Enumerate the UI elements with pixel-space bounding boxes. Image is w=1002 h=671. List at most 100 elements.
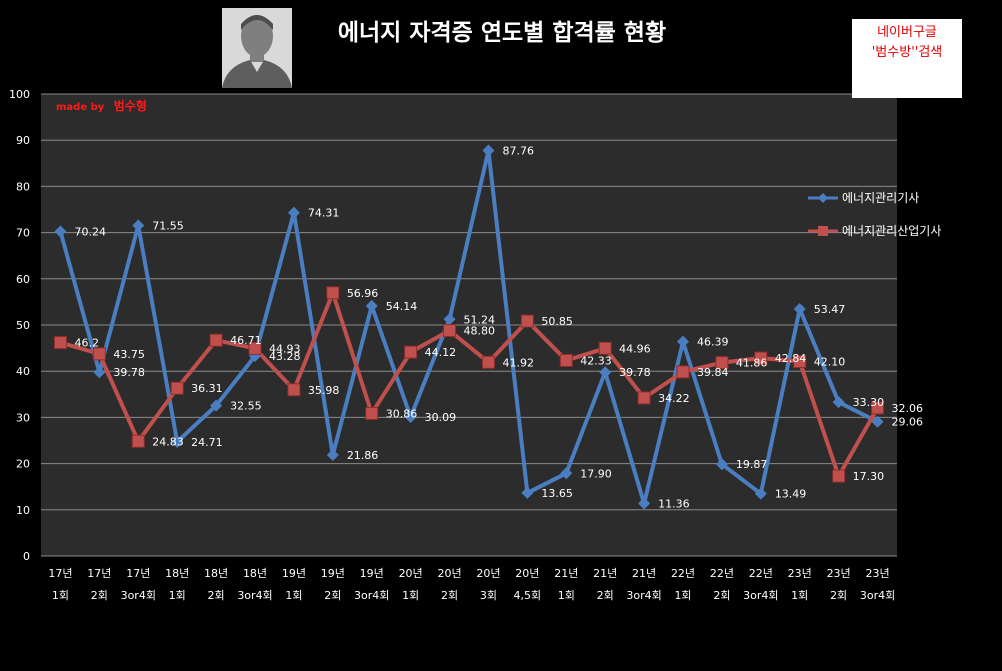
data-point [132,219,145,232]
x-tick-label: 1회 [52,589,69,602]
data-label: 42.33 [580,354,612,367]
data-point [248,341,262,355]
data-label: 39.78 [619,366,651,379]
data-label: 39.78 [113,366,145,379]
x-tick-label: 17년 [87,567,111,580]
data-point [54,225,67,238]
data-label: 13.49 [775,488,807,501]
user-silhouette-icon [222,8,292,88]
data-point [209,333,223,347]
data-point [715,458,728,471]
y-tick-label: 80 [16,180,30,193]
data-label: 24.83 [152,435,184,448]
x-tick-label: 20년 [437,567,461,580]
data-label: 11.36 [658,498,690,511]
x-tick-label: 21년 [632,567,656,580]
x-tick-label: 18년 [204,567,228,580]
y-tick-label: 100 [9,88,30,101]
data-point [676,365,690,379]
x-tick-label: 3or4회 [354,589,389,602]
x-tick-label: 1회 [169,589,186,602]
credit-label: made by 범수형 [56,98,147,113]
data-label: 32.55 [230,400,262,413]
x-tick-label: 23년 [788,567,812,580]
data-point [287,383,301,397]
data-point [521,486,534,499]
data-point [93,366,106,379]
x-tick-label: 22년 [671,567,695,580]
data-label: 21.86 [347,449,379,462]
x-tick-label: 3or4회 [121,589,156,602]
x-tick-label: 2회 [597,589,614,602]
x-tick-label: 2회 [324,589,341,602]
data-label: 30.09 [425,411,457,424]
data-label: 51.24 [464,313,496,326]
data-point [365,406,379,420]
x-tick-label: 3or4회 [743,589,778,602]
legend-item-series-1: 에너지관리기사 [808,191,919,205]
data-label: 54.14 [386,300,418,313]
x-tick-label: 22년 [710,567,734,580]
x-tick-label: 3or4회 [860,589,895,602]
data-label: 41.92 [502,356,534,369]
x-tick-label: 18년 [165,567,189,580]
data-point [560,467,573,480]
data-point [793,302,806,315]
x-tick-label: 1회 [674,589,691,602]
y-tick-label: 30 [16,411,30,424]
data-point [443,313,456,326]
data-labels: 70.24 39.78 71.55 24.71 32.55 43.28 74.31 21.86… [74,145,923,511]
data-label: 56.96 [347,287,379,300]
data-label: 17.30 [853,470,885,483]
badge-line-1: 네이버구글 [877,25,937,40]
data-label: 43.75 [113,348,145,361]
data-label: 32.06 [892,402,924,415]
x-tick-label: 2회 [441,589,458,602]
x-tick-label: 17년 [48,567,72,580]
data-point [638,497,651,510]
y-tick-label: 90 [16,134,30,147]
data-label: 33.30 [853,396,885,409]
data-point [598,341,612,355]
x-tick-label: 19년 [360,567,384,580]
x-tick-label: 1회 [285,589,302,602]
data-point [404,410,417,423]
data-label: 70.24 [74,225,106,238]
y-tick-label: 10 [16,504,30,517]
data-label: 30.86 [386,407,418,420]
data-label: 46.39 [697,336,729,349]
x-tick-label: 20년 [399,567,423,580]
x-tick-label: 23년 [827,567,851,580]
data-label: 71.55 [152,219,184,232]
data-label: 43.28 [269,350,301,363]
chart-title: 에너지 자격증 연도별 합격률 현황 [338,20,666,46]
data-point [793,354,807,368]
legend: 에너지관리기사 에너지관리산업기사 [808,191,941,238]
x-tick-label: 2회 [713,589,730,602]
y-tick-label: 20 [16,458,30,471]
x-tick-label: 3회 [480,589,497,602]
data-label: 46.71 [230,334,262,347]
legend-label-series-2: 에너지관리산업기사 [842,224,941,238]
data-point [170,381,184,395]
x-tick-label: 2회 [830,589,847,602]
x-tick-label: 23년 [865,567,889,580]
data-point [171,435,184,448]
y-tick-label: 0 [23,550,30,563]
data-label: 24.71 [191,436,223,449]
x-tick-label: 20년 [515,567,539,580]
y-axis: 0 10 20 30 40 50 60 70 80 90 100 [9,88,30,563]
x-tick-label: 4,5회 [514,589,542,602]
y-tick-label: 60 [16,273,30,286]
x-tick-label: 17년 [126,567,150,580]
legend-item-series-2: 에너지관리산업기사 [808,224,941,238]
data-label: 35.98 [308,384,340,397]
x-tick-label: 21년 [554,567,578,580]
data-point [326,449,339,462]
data-label: 87.76 [502,145,534,158]
data-point [559,353,573,367]
data-point [871,415,884,428]
data-point [326,286,340,300]
x-tick-label: 18년 [243,567,267,580]
